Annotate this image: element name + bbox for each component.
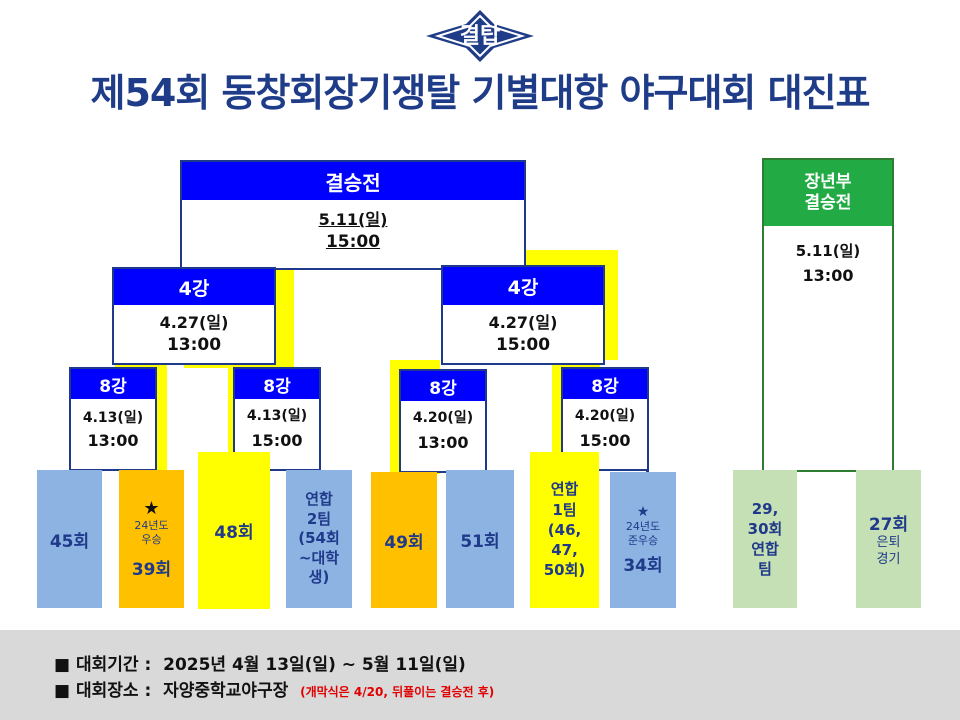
team-name: 51회: [460, 531, 500, 552]
team-card: 49회: [371, 472, 437, 608]
final-match-box: 결승전 5.11(일) 15:00: [180, 160, 526, 270]
team-line: 2팀: [306, 509, 332, 528]
venue-row: ■ 대회장소 : 자양중학교야구장 (개막식은 4/20, 뒤풀이는 결승전 후…: [54, 676, 494, 701]
veteran-final-header: 장년부 결승전: [764, 160, 892, 226]
veteran-final-box: 장년부 결승전 5.11(일) 13:00: [762, 158, 894, 472]
team-line: (54회: [298, 529, 340, 548]
team-card: 연합 2팀 (54회 ~대학 생): [286, 470, 352, 608]
quarterfinal-time: 13:00: [417, 433, 469, 452]
team-name: 27회: [868, 515, 909, 536]
semifinal-time: 13:00: [166, 335, 222, 355]
team-card: 연합 1팀 (46, 47, 50회): [530, 452, 599, 608]
period-row: ■ 대회기간 : 2025년 4월 13일(일) ~ 5월 11일(일): [54, 650, 466, 675]
quarterfinal-time: 15:00: [579, 431, 631, 450]
team-card: 48회: [198, 452, 270, 609]
veteran-final-time: 13:00: [802, 266, 854, 285]
veteran-final-label-2: 결승전: [804, 193, 852, 213]
team-line: 1팀: [552, 500, 577, 519]
footer-info: ■ 대회기간 : 2025년 4월 13일(일) ~ 5월 11일(일) ■ 대…: [0, 630, 960, 720]
team-card: 29, 30회 연합 팀: [733, 470, 797, 608]
team-note: 은퇴: [876, 535, 901, 551]
quarterfinal-date: 4.20(일): [412, 410, 474, 426]
team-name: 45회: [49, 531, 90, 552]
team-line: 연합: [751, 540, 779, 558]
final-time: 15:00: [325, 232, 381, 252]
team-line: 47,: [551, 541, 578, 560]
quarterfinal-time: 15:00: [251, 431, 303, 450]
team-note: 24년도: [625, 519, 661, 533]
logo-text: 결탑: [459, 24, 501, 49]
team-name: 49회: [384, 532, 424, 553]
final-header: 결승전: [182, 162, 524, 200]
team-name: 48회: [214, 523, 254, 543]
team-line: 연합: [550, 480, 579, 499]
quarterfinal-header: 8강: [563, 369, 647, 399]
team-line: 연합: [305, 490, 333, 509]
veteran-final-label-1: 장년부: [804, 171, 852, 192]
quarterfinal-date: 4.13(일): [246, 408, 308, 424]
semifinal-box-right: 4강 4.27(일) 15:00: [441, 265, 605, 365]
star-emblem-icon: [426, 10, 534, 62]
team-line: (46,: [547, 520, 582, 539]
bracket-connector: [646, 469, 649, 473]
team-line: 팀: [758, 560, 772, 579]
team-note: 24년도: [134, 519, 169, 533]
quarterfinal-header: 8강: [71, 369, 155, 399]
team-card: 45회: [37, 470, 102, 608]
team-name: 34회: [623, 556, 663, 577]
quarterfinal-box: 8강 4.13(일) 13:00: [69, 367, 157, 471]
semifinal-date: 4.27(일): [488, 313, 558, 332]
semifinal-time: 15:00: [495, 335, 551, 355]
team-note: 준우승: [627, 533, 659, 547]
venue-label: ■ 대회장소 :: [54, 681, 152, 701]
quarterfinal-time: 13:00: [87, 431, 139, 450]
star-icon: ★: [143, 498, 160, 520]
quarterfinal-date: 4.20(일): [574, 408, 636, 424]
team-card: ★ 24년도 준우승 34회: [610, 472, 676, 608]
team-line: 30회: [747, 519, 783, 538]
period-value: 2025년 4월 13일(일) ~ 5월 11일(일): [163, 655, 466, 675]
team-note: 경기: [876, 551, 901, 567]
team-card: 27회 은퇴 경기: [856, 470, 921, 608]
semifinal-header: 4강: [114, 269, 274, 305]
team-line: 29,: [751, 499, 779, 518]
team-card: ★ 24년도 우승 39회: [119, 470, 184, 608]
quarterfinal-date: 4.13(일): [82, 410, 144, 426]
team-line: 생): [308, 568, 330, 587]
team-line: 50회): [543, 561, 586, 580]
team-card: 51회: [446, 470, 514, 608]
team-line: ~대학: [298, 548, 340, 567]
period-label: ■ 대회기간 :: [54, 655, 152, 675]
star-icon: ★: [636, 503, 650, 520]
semifinal-header: 4강: [443, 267, 603, 305]
page-title: 제54회 동창회장기쟁탈 기별대항 야구대회 대진표: [90, 71, 870, 115]
venue-value: 자양중학교야구장: [163, 681, 289, 701]
quarterfinal-header: 8강: [235, 369, 319, 399]
venue-note: (개막식은 4/20, 뒤풀이는 결승전 후): [300, 685, 495, 699]
quarterfinal-header: 8강: [401, 371, 485, 401]
final-date: 5.11(일): [318, 210, 388, 229]
team-name: 39회: [131, 559, 172, 580]
semifinal-date: 4.27(일): [159, 313, 229, 332]
semifinal-box-left: 4강 4.27(일) 13:00: [112, 267, 276, 365]
veteran-final-date: 5.11(일): [795, 242, 861, 260]
team-note: 우승: [141, 533, 162, 546]
quarterfinal-box: 8강 4.20(일) 13:00: [399, 369, 487, 473]
